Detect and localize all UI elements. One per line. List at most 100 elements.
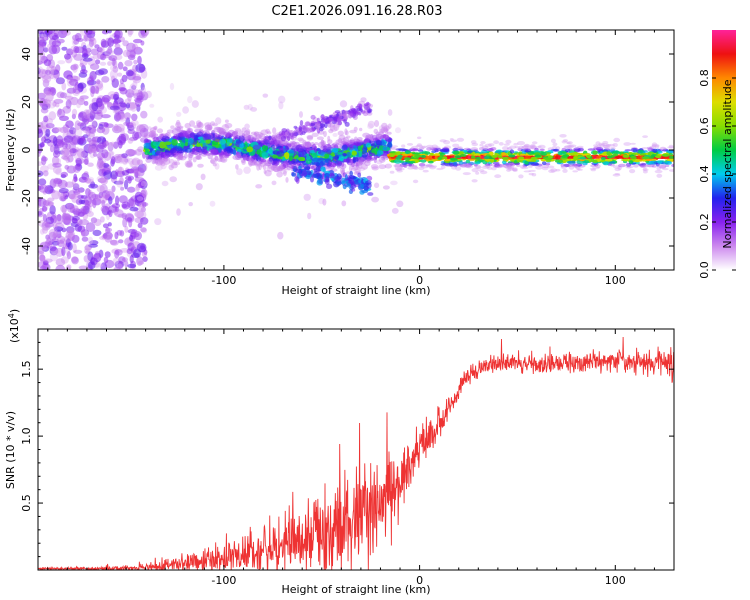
spectrogram-cell-1956 [158,157,163,164]
spectrogram-cell-281 [95,59,101,65]
spectrogram-cell-456 [104,49,115,57]
spectrogram-cell-852 [102,163,110,168]
spectrogram-cell-3015 [668,169,674,172]
spectrogram-cell-754 [126,248,133,255]
spectrogram-cell-3503 [492,161,500,165]
spectrogram-cell-2132 [358,150,363,158]
spectrogram-cell-2387 [159,141,166,149]
spectrogram-cell-998 [333,123,340,131]
spectrogram-cell-3811 [668,155,674,159]
spectrogram-cell-796 [42,260,49,266]
spectrogram-cell-3335 [412,166,419,169]
spectrogram-cell-282 [101,114,111,119]
spectrogram-cell-3805 [470,155,476,159]
spectrogram-cell-3454 [592,166,600,170]
spectrogram-cell-851 [43,59,52,67]
spectrogram-cell-26 [134,186,140,192]
spectrogram-cell-2084 [304,141,311,148]
spectrogram-cell-2081 [276,165,284,172]
spectrogram-cell-440 [48,111,57,121]
spectrogram-cell-976 [176,208,181,216]
spectrogram-cell-722 [49,245,57,252]
spectrogram-cell-713 [118,133,127,144]
spectrogram-cell-3673 [463,149,468,153]
spectrogram-cell-876 [42,227,48,234]
spectrogram-cell-3191 [498,142,504,146]
spectrogram-cell-171 [87,162,94,167]
spectrogram-cell-612 [127,92,132,102]
snr-scale-base: (x10 [8,318,21,343]
spectrogram-cell-737 [42,78,50,88]
spectrogram-cell-3626 [514,162,520,166]
spectrogram-cell-2391 [214,136,221,143]
snr-scale-suffix: ) [8,309,21,313]
spectrogram-cell-3591 [607,143,616,147]
spectrogram-cell-3841 [475,156,481,160]
spectrogram-cell-532 [61,152,67,158]
spectrogram-cell-856 [84,203,91,210]
spectrogram-cell-2377 [378,131,384,136]
spectrogram-cell-638 [76,148,86,158]
spectrogram-cell-2349 [218,147,222,153]
spectrogram-cell-958 [176,111,182,117]
spectrogram-cell-363 [61,147,70,157]
spectrogram-cell-813 [91,102,99,111]
spectrogram-cell-2049 [258,133,265,140]
spectrogram-cell-960 [299,111,303,118]
spectrogram-cell-711 [47,118,53,124]
spectrogram-cell-183 [64,202,75,210]
spectrogram-cell-3545 [500,164,506,168]
spectrogram-cell-2020 [198,121,202,128]
spectrogram-cell-2260 [179,155,187,161]
spectrogram-cell-3603 [408,161,416,164]
spectrogram-cell-942 [169,82,175,91]
spectrogram-cell-1906 [177,154,184,161]
spectrogram-cell-233 [131,85,137,90]
spectrogram-cell-1661 [149,127,157,134]
spectrogram-cell-1851 [355,161,363,166]
spectrogram-cell-2766 [333,176,341,181]
spectrogram-cell-3427 [614,173,620,175]
spectrogram-cell-806 [124,98,132,105]
spectrogram-cell-3834 [397,154,403,158]
spectrogram-cell-673 [96,175,106,182]
spectrogram-cell-356 [90,48,99,56]
spectrogram-cell-3835 [612,153,619,157]
spectrogram-cell-479 [90,89,95,98]
spectrogram-cell-585 [99,46,105,54]
spectrogram-cell-287 [94,89,99,94]
spectrogram-cell-1954 [160,162,166,167]
spectrogram-cell-42 [113,47,123,56]
spectrogram-cell-3153 [520,165,525,169]
spectrogram-cell-1475 [241,159,246,165]
spectrogram-cell-351 [51,190,61,200]
spectrogram-cell-2165 [204,122,212,128]
spectrogram-cell-3821 [607,155,613,159]
spectrogram-cell-807 [109,105,120,111]
spectrogram-cell-1018 [168,159,175,164]
spectrogram-cell-3638 [567,160,576,165]
spectrogram-cell-3804 [661,153,670,157]
spectrogram-cell-782 [108,196,113,205]
spectrogram-cell-1448 [327,135,331,142]
spectrogram-cell-60 [141,227,147,234]
spectrogram-cell-3806 [389,154,395,158]
spectrogram-cell-85 [66,226,75,234]
spectrogram-cell-2774 [301,169,308,177]
spectrogram-cell-3606 [523,148,531,151]
spectrogram-cell-834 [126,149,137,155]
spectrogram-cell-2400 [337,151,343,155]
spectrogram-cell-2369 [284,152,290,160]
spectrogram-cell-705 [95,196,101,202]
spectrogram-cell-2286 [202,145,208,150]
spectrogram-cell-2778 [320,166,326,172]
spectrogram-y-tick-label: -40 [20,237,33,255]
spectrogram-cell-3195 [420,166,429,169]
spectrogram-cell-814 [81,114,91,124]
spectrogram-cell-1202 [327,139,333,145]
spectrogram-cell-913 [209,121,216,126]
spectrogram-cell-1935 [373,156,377,164]
spectrogram-cell-510 [76,100,81,109]
spectrogram-cell-263 [55,168,62,176]
spectrogram-cell-366 [121,153,128,159]
